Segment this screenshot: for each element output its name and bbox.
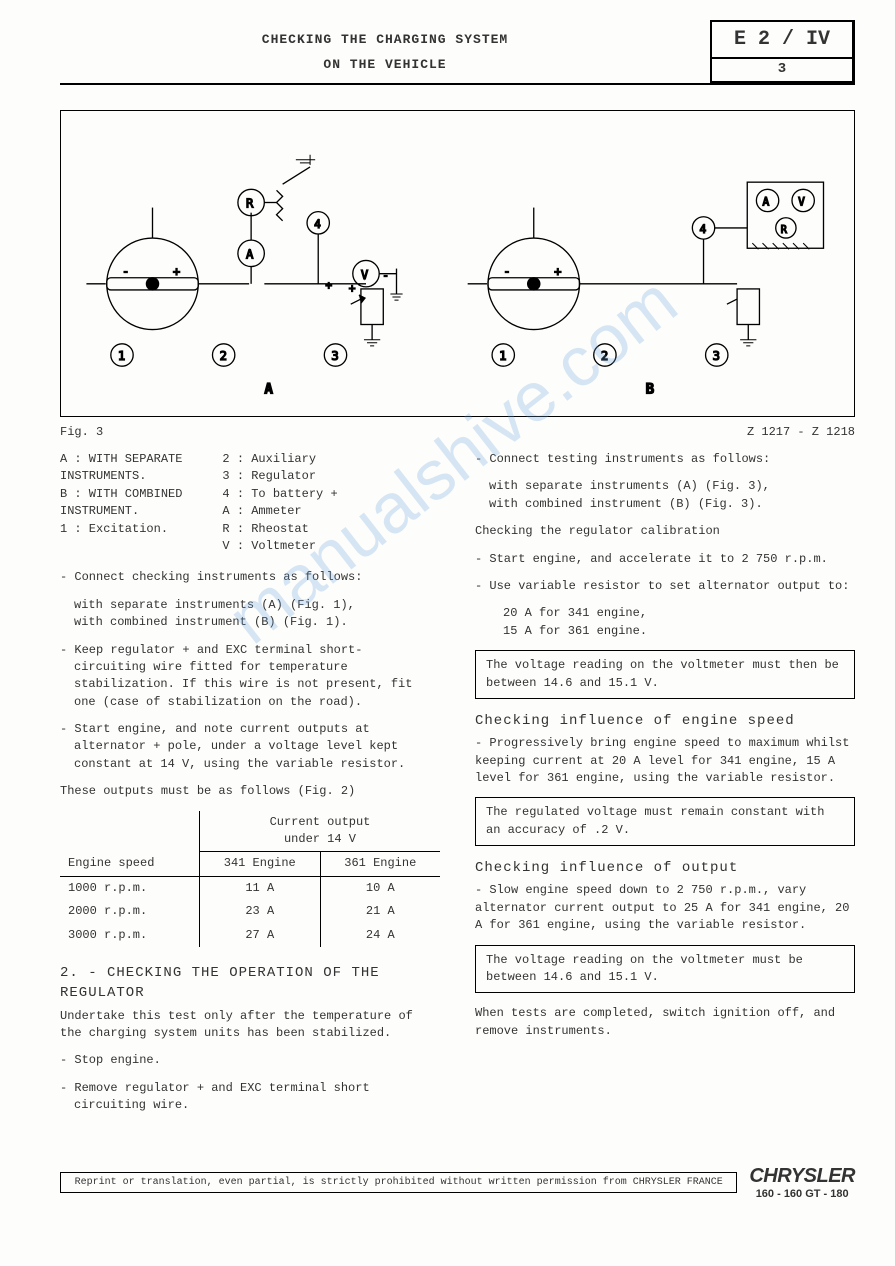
footer-notice: Reprint or translation, even partial, is… xyxy=(60,1172,737,1193)
th-rowhead: Engine speed xyxy=(60,811,199,877)
r-p5: - Slow engine speed down to 2 750 r.p.m.… xyxy=(475,882,855,934)
legend-right-3: A : Ammeter xyxy=(222,503,337,520)
svg-text:V: V xyxy=(361,268,368,282)
page-header: CHECKING THE CHARGING SYSTEM ON THE VEHI… xyxy=(60,20,855,85)
s2-intro: Undertake this test only after the tempe… xyxy=(60,1008,440,1043)
figure-ref: Z 1217 - Z 1218 xyxy=(747,425,855,439)
note-box-3: The voltage reading on the voltmeter mus… xyxy=(475,945,855,994)
svg-text:R: R xyxy=(781,225,788,236)
brand-logo: CHRYSLER xyxy=(749,1165,855,1188)
svg-text:4: 4 xyxy=(314,218,321,231)
legend-left-0: A : WITH SEPARATE xyxy=(60,451,182,468)
right-column: - Connect testing instruments as follows… xyxy=(475,451,855,1125)
r-p2: - Start engine, and accelerate it to 2 7… xyxy=(475,551,855,568)
s2-1: - Stop engine. xyxy=(60,1052,440,1069)
r-h1: Checking the regulator calibration xyxy=(475,523,855,540)
l-p4: These outputs must be as follows (Fig. 2… xyxy=(60,783,440,800)
svg-text:2: 2 xyxy=(220,349,227,363)
svg-text:-: - xyxy=(382,269,389,282)
note-box-1: The voltage reading on the voltmeter mus… xyxy=(475,650,855,699)
svg-text:A: A xyxy=(763,196,770,209)
l-p2a: - Keep regulator + and EXC terminal shor… xyxy=(60,643,362,657)
left-column: A : WITH SEPARATE INSTRUMENTS. B : WITH … xyxy=(60,451,440,1125)
svg-text:2: 2 xyxy=(601,349,608,363)
table-row: 2000 r.p.m. 23 A 21 A xyxy=(60,900,440,923)
page-footer: Reprint or translation, even partial, is… xyxy=(60,1165,855,1200)
r-p6: When tests are completed, switch ignitio… xyxy=(475,1005,855,1040)
output-table: Engine speed Current output under 14 V 3… xyxy=(60,811,440,947)
svg-text:3: 3 xyxy=(713,349,720,363)
r-h2: Checking influence of engine speed xyxy=(475,711,855,731)
r-p3: - Use variable resistor to set alternato… xyxy=(475,578,855,595)
s2-2b: circuiting wire. xyxy=(60,1098,189,1112)
l-p1: - Connect checking instruments as follow… xyxy=(60,569,440,586)
legend-right-5: V : Voltmeter xyxy=(222,538,337,555)
l-p2c: stabilization. If this wire is not prese… xyxy=(60,677,412,691)
svg-text:+: + xyxy=(173,265,180,279)
svg-text:1: 1 xyxy=(499,349,506,363)
svg-text:B: B xyxy=(646,382,655,398)
svg-text:A: A xyxy=(264,382,273,398)
header-title-1: CHECKING THE CHARGING SYSTEM xyxy=(60,28,710,53)
th-main: Current output under 14 V xyxy=(199,811,440,852)
th-col2: 361 Engine xyxy=(320,852,440,876)
svg-text:A: A xyxy=(246,247,254,261)
legend-right-4: R : Rheostat xyxy=(222,521,337,538)
section-2-title: 2. - CHECKING THE OPERATION OF THE REGUL… xyxy=(60,963,440,1004)
legend-right-0: 2 : Auxiliary xyxy=(222,451,337,468)
l-p2b: circuiting wire fitted for temperature xyxy=(60,660,348,674)
svg-text:4: 4 xyxy=(699,223,706,236)
legend-left-2: B : WITH COMBINED xyxy=(60,486,182,503)
circuit-diagram: - + A R 4 + xyxy=(61,111,854,416)
legend-right-2: 4 : To battery + xyxy=(222,486,337,503)
header-page: 3 xyxy=(712,59,852,81)
legend-left-4: 1 : Excitation. xyxy=(60,521,182,538)
diagram-box: - + A R 4 + xyxy=(60,110,855,417)
svg-text:+: + xyxy=(349,282,356,295)
svg-text:+: + xyxy=(325,279,332,292)
l-p3b: alternator + pole, under a voltage level… xyxy=(60,739,398,753)
svg-text:-: - xyxy=(503,265,510,279)
header-code: E 2 / IV xyxy=(712,22,852,59)
r-p1: - Connect testing instruments as follows… xyxy=(475,451,855,468)
svg-text:V: V xyxy=(798,196,805,209)
header-title-2: ON THE VEHICLE xyxy=(60,53,710,78)
l-p3c: constant at 14 V, using the variable res… xyxy=(60,757,405,771)
r-p4: - Progressively bring engine speed to ma… xyxy=(475,735,855,787)
r-p1a: with separate instruments (A) (Fig. 3), xyxy=(489,479,770,493)
table-row: 1000 r.p.m. 11 A 10 A xyxy=(60,876,440,900)
svg-text:+: + xyxy=(554,265,561,279)
table-row: 3000 r.p.m. 27 A 24 A xyxy=(60,924,440,947)
svg-text:R: R xyxy=(246,197,254,211)
r-p3a: 20 A for 341 engine, xyxy=(503,606,647,620)
brand-models: 160 - 160 GT - 180 xyxy=(749,1188,855,1200)
r-p1b: with combined instrument (B) (Fig. 3). xyxy=(489,497,763,511)
legend-left-1: INSTRUMENTS. xyxy=(60,468,182,485)
legend-left-3: INSTRUMENT. xyxy=(60,503,182,520)
figure-caption: Fig. 3 xyxy=(60,425,103,439)
l-p1a: with separate instruments (A) (Fig. 1), xyxy=(74,598,355,612)
l-p2d: one (case of stabilization on the road). xyxy=(60,695,362,709)
s2-2a: - Remove regulator + and EXC terminal sh… xyxy=(60,1081,370,1095)
legend-right-1: 3 : Regulator xyxy=(222,468,337,485)
r-h3: Checking influence of output xyxy=(475,858,855,878)
note-box-2: The regulated voltage must remain consta… xyxy=(475,797,855,846)
svg-text:3: 3 xyxy=(331,349,338,363)
svg-text:1: 1 xyxy=(118,349,125,363)
th-col1: 341 Engine xyxy=(199,852,320,876)
r-p3b: 15 A for 361 engine. xyxy=(503,624,647,638)
l-p1b: with combined instrument (B) (Fig. 1). xyxy=(74,615,348,629)
legend-block: A : WITH SEPARATE INSTRUMENTS. B : WITH … xyxy=(60,451,440,555)
svg-text:-: - xyxy=(122,265,129,279)
l-p3a: - Start engine, and note current outputs… xyxy=(60,722,370,736)
